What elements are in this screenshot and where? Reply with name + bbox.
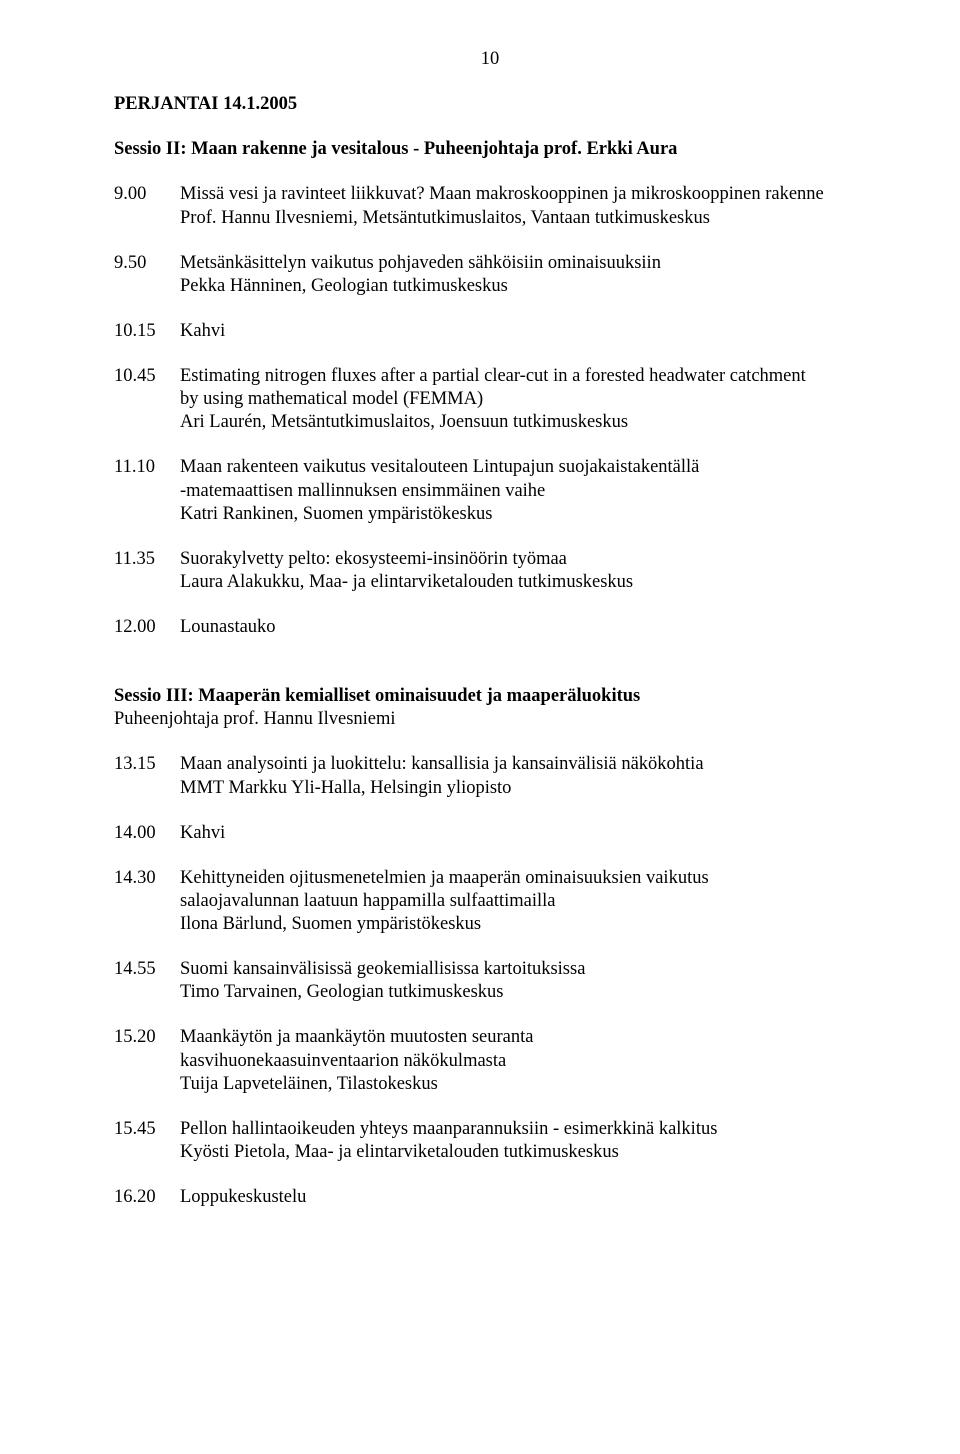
schedule-line: Kahvi (180, 320, 866, 343)
schedule-line: kasvihuonekaasuinventaarion näkökulmasta (180, 1050, 866, 1073)
schedule-row: 9.00Missä vesi ja ravinteet liikkuvat? M… (114, 183, 866, 229)
schedule-line: Kyösti Pietola, Maa- ja elintarviketalou… (180, 1141, 866, 1164)
schedule-description: Maan analysointi ja luokittelu: kansalli… (180, 753, 866, 799)
schedule-line: Loppukeskustelu (180, 1186, 866, 1209)
schedule-description: Loppukeskustelu (180, 1186, 866, 1209)
schedule-line: Kehittyneiden ojitusmenetelmien ja maape… (180, 867, 866, 890)
schedule-time: 14.00 (114, 822, 180, 845)
schedule-time: 16.20 (114, 1186, 180, 1209)
schedule-line: Suorakylvetty pelto: ekosysteemi-insinöö… (180, 548, 866, 571)
page-number: 10 (114, 48, 866, 71)
session-3-chair: Puheenjohtaja prof. Hannu Ilvesniemi (114, 708, 866, 731)
schedule-line: Ari Laurén, Metsäntutkimuslaitos, Joensu… (180, 411, 866, 434)
schedule-time: 11.35 (114, 548, 180, 594)
schedule-line: by using mathematical model (FEMMA) (180, 388, 866, 411)
schedule-line: Pellon hallintaoikeuden yhteys maanparan… (180, 1118, 866, 1141)
schedule-time: 15.45 (114, 1118, 180, 1164)
schedule-line: Maan rakenteen vaikutus vesitalouteen Li… (180, 456, 866, 479)
session-2-title: Sessio II: Maan rakenne ja vesitalous - … (114, 138, 866, 161)
schedule-row: 13.15Maan analysointi ja luokittelu: kan… (114, 753, 866, 799)
schedule-line: Timo Tarvainen, Geologian tutkimuskeskus (180, 981, 866, 1004)
schedule-time: 12.00 (114, 616, 180, 639)
schedule-description: Lounastauko (180, 616, 866, 639)
schedule-time: 15.20 (114, 1026, 180, 1095)
schedule-description: Missä vesi ja ravinteet liikkuvat? Maan … (180, 183, 866, 229)
schedule-row: 11.35Suorakylvetty pelto: ekosysteemi-in… (114, 548, 866, 594)
schedule-time: 9.00 (114, 183, 180, 229)
session-3-schedule: 13.15Maan analysointi ja luokittelu: kan… (114, 753, 866, 1209)
schedule-description: Estimating nitrogen fluxes after a parti… (180, 365, 866, 434)
schedule-description: Suorakylvetty pelto: ekosysteemi-insinöö… (180, 548, 866, 594)
schedule-line: Laura Alakukku, Maa- ja elintarviketalou… (180, 571, 866, 594)
schedule-line: Ilona Bärlund, Suomen ympäristökeskus (180, 913, 866, 936)
schedule-row: 15.20Maankäytön ja maankäytön muutosten … (114, 1026, 866, 1095)
schedule-row: 9.50Metsänkäsittelyn vaikutus pohjaveden… (114, 252, 866, 298)
schedule-line: Estimating nitrogen fluxes after a parti… (180, 365, 866, 388)
schedule-line: Suomi kansainvälisissä geokemiallisissa … (180, 958, 866, 981)
schedule-row: 14.30Kehittyneiden ojitusmenetelmien ja … (114, 867, 866, 936)
schedule-time: 11.10 (114, 456, 180, 525)
session-3-title: Sessio III: Maaperän kemialliset ominais… (114, 685, 866, 708)
schedule-line: Maankäytön ja maankäytön muutosten seura… (180, 1026, 866, 1049)
section-divider (114, 661, 866, 685)
schedule-row: 10.15Kahvi (114, 320, 866, 343)
schedule-time: 10.45 (114, 365, 180, 434)
schedule-line: MMT Markku Yli-Halla, Helsingin yliopist… (180, 777, 866, 800)
schedule-row: 12.00Lounastauko (114, 616, 866, 639)
schedule-description: Kehittyneiden ojitusmenetelmien ja maape… (180, 867, 866, 936)
schedule-line: Kahvi (180, 822, 866, 845)
schedule-line: Metsänkäsittelyn vaikutus pohjaveden säh… (180, 252, 866, 275)
schedule-line: Missä vesi ja ravinteet liikkuvat? Maan … (180, 183, 866, 206)
schedule-description: Suomi kansainvälisissä geokemiallisissa … (180, 958, 866, 1004)
schedule-row: 15.45Pellon hallintaoikeuden yhteys maan… (114, 1118, 866, 1164)
schedule-description: Kahvi (180, 320, 866, 343)
schedule-time: 9.50 (114, 252, 180, 298)
schedule-line: Lounastauko (180, 616, 866, 639)
schedule-line: -matemaattisen mallinnuksen ensimmäinen … (180, 480, 866, 503)
schedule-row: 14.55Suomi kansainvälisissä geokemiallis… (114, 958, 866, 1004)
schedule-description: Maan rakenteen vaikutus vesitalouteen Li… (180, 456, 866, 525)
schedule-time: 10.15 (114, 320, 180, 343)
schedule-line: Tuija Lapveteläinen, Tilastokeskus (180, 1073, 866, 1096)
schedule-description: Metsänkäsittelyn vaikutus pohjaveden säh… (180, 252, 866, 298)
schedule-row: 11.10Maan rakenteen vaikutus vesitaloute… (114, 456, 866, 525)
schedule-line: Maan analysointi ja luokittelu: kansalli… (180, 753, 866, 776)
schedule-row: 16.20Loppukeskustelu (114, 1186, 866, 1209)
schedule-line: salaojavalunnan laatuun happamilla sulfa… (180, 890, 866, 913)
schedule-description: Kahvi (180, 822, 866, 845)
date-heading: PERJANTAI 14.1.2005 (114, 93, 866, 116)
session-2-schedule: 9.00Missä vesi ja ravinteet liikkuvat? M… (114, 183, 866, 639)
schedule-line: Katri Rankinen, Suomen ympäristökeskus (180, 503, 866, 526)
schedule-row: 14.00Kahvi (114, 822, 866, 845)
schedule-time: 14.30 (114, 867, 180, 936)
schedule-line: Pekka Hänninen, Geologian tutkimuskeskus (180, 275, 866, 298)
schedule-time: 14.55 (114, 958, 180, 1004)
schedule-line: Prof. Hannu Ilvesniemi, Metsäntutkimusla… (180, 207, 866, 230)
schedule-row: 10.45Estimating nitrogen fluxes after a … (114, 365, 866, 434)
schedule-description: Maankäytön ja maankäytön muutosten seura… (180, 1026, 866, 1095)
schedule-description: Pellon hallintaoikeuden yhteys maanparan… (180, 1118, 866, 1164)
schedule-time: 13.15 (114, 753, 180, 799)
